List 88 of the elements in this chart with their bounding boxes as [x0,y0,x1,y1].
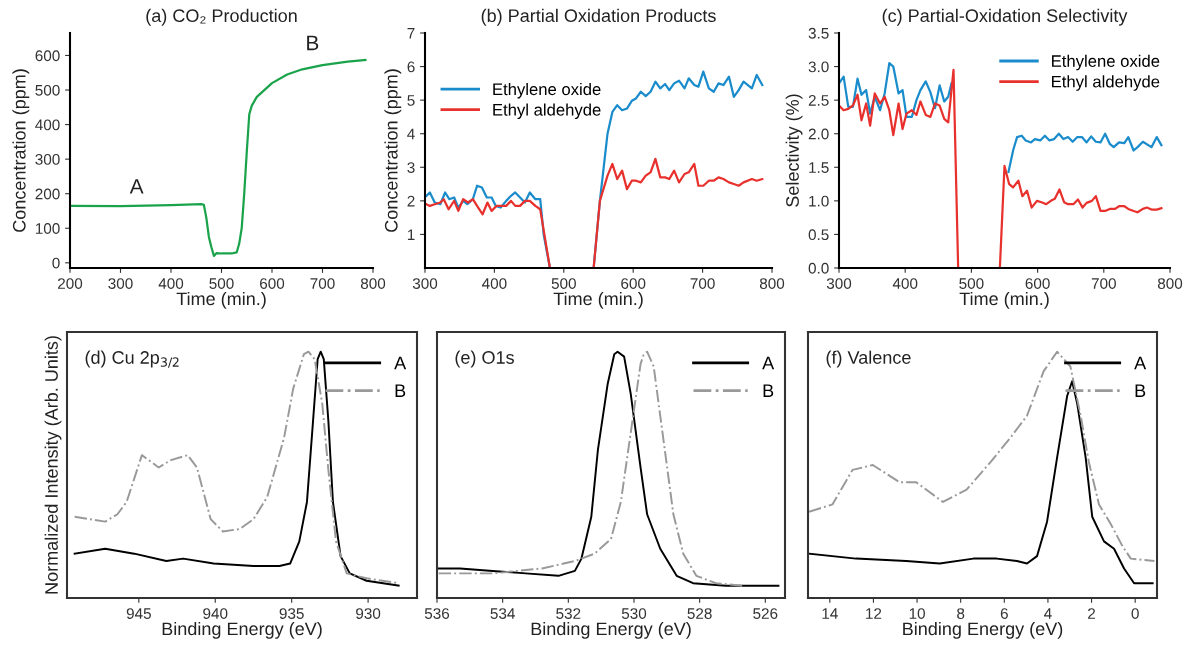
x-tick-label: 400 [482,278,507,289]
x-tick-label: 10 [909,608,925,619]
x-tick-label: 600 [1025,278,1050,289]
y-tick-label: 2 [407,195,415,207]
x-tick-label: 600 [260,278,285,289]
y-tick-label: 3.5 [808,27,829,39]
y-tick-label: 200 [35,188,60,200]
x-tick-label: 536 [424,608,450,619]
x-axis-title: Binding Energy (eV) [903,621,1063,639]
x-tick-label: 300 [826,278,852,289]
x-tick-label: 6 [1000,608,1008,619]
legend-label: B [1135,384,1146,397]
x-tick-label: 500 [551,278,576,289]
y-tick-label: 1.5 [809,162,829,173]
chart-title: (a) CO₂ Production [146,8,297,26]
y-tick-label: 1 [407,229,415,240]
legend-label: Ethylene oxide [493,82,601,99]
y-tick-label: 0.0 [808,262,829,274]
x-tick-label: 945 [126,608,151,619]
x-tick-label: 400 [158,278,184,289]
legend-label: B [763,384,774,397]
annotation: B [307,35,319,51]
x-tick-label: 526 [753,608,778,619]
y-tick-label: 5 [407,95,415,106]
legend-label: Ethylene oxide [1052,54,1160,71]
y-tick-label: 2.0 [808,128,829,140]
line-series [70,58,367,258]
x-tick-label: 2 [1088,608,1096,619]
x-tick-label: 700 [310,278,335,289]
x-tick-label: 8 [957,608,965,619]
y-tick-label: 7 [407,28,415,39]
x-tick-label: 200 [58,278,83,289]
y-tick-label: 0.5 [808,229,829,241]
y-tick-label: 500 [35,84,60,96]
x-tick-label: 0 [1131,608,1139,619]
x-tick-label: 930 [356,608,381,619]
y-tick-label: 3 [407,162,415,173]
legend-label: Ethyl aldehyde [1052,75,1160,91]
y-tick-label: 300 [35,154,60,165]
y-tick-label: 600 [35,50,60,62]
x-tick-label: 532 [556,608,581,619]
y-axis-title: Concentration (ppm) [12,69,30,232]
x-tick-label: 700 [690,278,715,289]
chart-title: (c) Partial-Oxidation Selectivity [882,8,1128,26]
y-tick-label: 100 [35,223,60,234]
x-tick-label: 935 [279,608,304,619]
x-tick-label: 500 [959,278,984,289]
x-tick-label: 14 [822,608,838,619]
y-tick-label: 3.0 [808,61,829,73]
x-tick-label: 528 [687,608,712,619]
legend-label: A [394,356,407,370]
x-tick-label: 600 [621,278,646,289]
y-tick-label: 400 [35,119,60,131]
x-tick-label: 530 [621,608,647,619]
x-axis-title: Time (min.) [553,291,643,309]
annotation: A [129,179,144,194]
x-tick-label: 4 [1044,608,1052,619]
y-tick-label: 2.5 [808,95,829,106]
chart-title: (e) O1s [455,350,514,368]
y-tick-label: 6 [407,61,415,73]
legend-label: Ethyl aldehyde [493,103,601,120]
chart-title: (b) Partial Oxidation Products [481,8,716,26]
y-tick-label: 0 [52,257,60,269]
x-tick-label: 800 [1157,278,1183,289]
x-tick-label: 500 [209,278,234,289]
x-tick-label: 12 [866,608,882,619]
x-tick-label: 800 [360,278,386,289]
line-series [425,157,764,268]
x-axis-title: Binding Energy (eV) [531,621,691,639]
chart-title: (d) Cu 2p$_{3/2}$ [85,350,179,368]
x-tick-label: 534 [490,608,515,619]
x-tick-label: 800 [759,278,785,289]
x-axis-title: Time (min.) [959,291,1049,309]
legend-label: A [762,356,775,370]
x-tick-label: 300 [108,278,133,289]
y-axis-title: Selectivity (%) [785,94,803,207]
x-tick-label: 400 [892,278,918,289]
legend-label: A [1134,356,1147,370]
x-tick-label: 940 [203,608,228,619]
legend-label: B [395,384,406,397]
x-axis-title: Binding Energy (eV) [162,621,322,639]
y-axis-title: Concentration (ppm) [384,69,402,232]
y-tick-label: 4 [407,128,415,140]
chart-title: (f) Valence [826,350,911,368]
y-tick-label: 1.0 [809,195,829,207]
x-tick-label: 700 [1091,278,1116,289]
y-axis-title: Normalized Intensity (Arb. Units) [44,336,62,594]
x-axis-title: Time (min.) [176,291,266,309]
